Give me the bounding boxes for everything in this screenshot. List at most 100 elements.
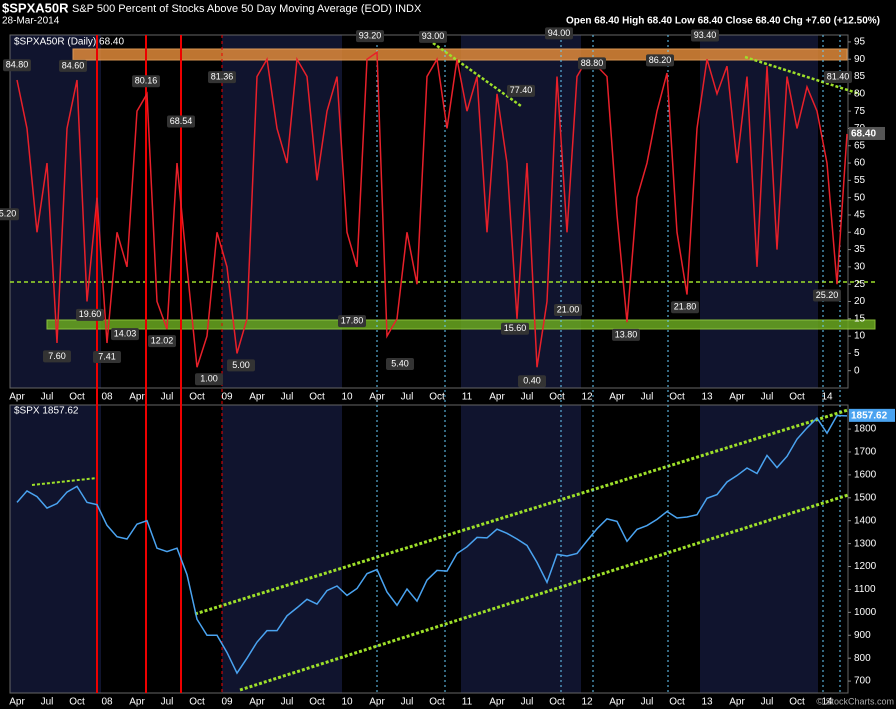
last-value-box xyxy=(849,408,895,422)
x-tick-label: Jul xyxy=(521,697,534,708)
x-tick-label: Jul xyxy=(641,392,654,403)
y-tick-label: 1500 xyxy=(854,492,877,503)
y-tick-label: 900 xyxy=(854,630,871,641)
x-tick-label: Apr xyxy=(9,697,25,708)
annotation-bg xyxy=(208,71,236,84)
x-tick-label: 13 xyxy=(701,697,713,708)
y-tick-label: 90 xyxy=(854,54,866,65)
trend-line xyxy=(432,41,522,108)
annotation: 7.41 xyxy=(98,351,116,361)
x-tick-label: Jul xyxy=(401,697,414,708)
annotation: 21.00 xyxy=(557,304,580,314)
annotation-bg xyxy=(356,30,384,43)
annotation: 25.20 xyxy=(816,290,839,300)
x-tick-label: Oct xyxy=(429,697,445,708)
annotation-bg xyxy=(507,84,535,97)
annotation: 81.36 xyxy=(211,72,234,82)
annotation-bg xyxy=(501,322,529,335)
x-tick-label: 11 xyxy=(462,697,473,708)
y-tick-label: 35 xyxy=(854,244,866,255)
x-tick-label: 10 xyxy=(341,392,353,403)
annotation: 80.16 xyxy=(135,76,158,86)
annotation-bg xyxy=(646,54,674,67)
annotation: 94.00 xyxy=(548,28,571,38)
x-tick-label: 12 xyxy=(581,392,593,403)
x-tick-label: Oct xyxy=(549,697,565,708)
x-tick-label: 14 xyxy=(821,392,833,403)
annotation: 84.80 xyxy=(6,60,29,70)
annotation: 5.00 xyxy=(232,360,250,370)
x-tick-label: 10 xyxy=(341,697,353,708)
x-tick-label: Jul xyxy=(401,392,414,403)
x-tick-label: 08 xyxy=(101,697,113,708)
annotation: 19.60 xyxy=(79,309,102,319)
x-tick-label: Oct xyxy=(69,697,85,708)
last-value-label: 1857.62 xyxy=(851,410,888,421)
last-value-box xyxy=(849,126,885,140)
x-tick-label: Apr xyxy=(489,392,505,403)
x-tick-label: Oct xyxy=(429,392,445,403)
annotation: 14.03 xyxy=(114,329,137,339)
annotation: 0.40 xyxy=(523,376,541,386)
y-tick-label: 25 xyxy=(854,279,866,290)
annotation: 45.20 xyxy=(0,209,16,219)
x-tick-label: Apr xyxy=(369,392,385,403)
y-tick-label: 1300 xyxy=(854,538,877,549)
x-tick-label: Jul xyxy=(641,697,654,708)
annotation: 93.40 xyxy=(694,30,717,40)
annotation: 93.00 xyxy=(422,31,445,41)
annotation: 12.02 xyxy=(151,335,174,345)
x-tick-label: 12 xyxy=(581,697,593,708)
quote: Open 68.40 High 68.40 Low 68.40 Close 68… xyxy=(566,16,880,27)
y-tick-label: 1400 xyxy=(854,515,877,526)
x-tick-label: Jul xyxy=(161,697,174,708)
y-tick-label: 1600 xyxy=(854,470,877,481)
y-tick-label: 1000 xyxy=(854,607,877,618)
x-tick-label: Apr xyxy=(729,392,745,403)
x-tick-label: Jul xyxy=(161,392,174,403)
x-tick-label: 09 xyxy=(221,697,233,708)
annotation: 81.40 xyxy=(827,71,850,81)
annotation: 93.20 xyxy=(359,31,382,41)
annotation-bg xyxy=(132,75,160,88)
x-tick-label: Oct xyxy=(669,697,685,708)
annotation: 17.80 xyxy=(341,315,364,325)
annotation-bg xyxy=(554,304,582,317)
shade xyxy=(700,35,818,388)
annotation-bg xyxy=(0,208,19,221)
annotation: 21.80 xyxy=(674,302,697,312)
annotation-bg xyxy=(43,350,71,363)
annotation-bg xyxy=(167,115,195,128)
x-tick-label: Jul xyxy=(761,697,774,708)
x-tick-label: Jul xyxy=(761,392,774,403)
annotation: 86.20 xyxy=(649,55,672,65)
y-tick-label: 1100 xyxy=(854,584,876,595)
support-band xyxy=(46,319,876,330)
annotation-bg xyxy=(419,30,447,43)
y-tick-label: 1200 xyxy=(854,561,877,572)
shade xyxy=(10,405,101,693)
annotation-bg xyxy=(386,358,414,371)
annotation-bg xyxy=(227,359,255,372)
y-tick-label: 700 xyxy=(854,676,871,687)
series-line xyxy=(16,414,848,675)
annotation-bg xyxy=(578,57,606,70)
x-tick-label: Oct xyxy=(789,697,805,708)
annotation-bg xyxy=(824,70,852,83)
shade xyxy=(10,35,101,388)
y-tick-label: 0 xyxy=(854,365,860,376)
legend: $SPXA50R (Daily) 68.40 xyxy=(14,37,124,48)
annotation: 13.80 xyxy=(615,329,638,339)
y-tick-label: 55 xyxy=(854,175,866,186)
x-tick-label: Oct xyxy=(669,392,685,403)
x-tick-label: Apr xyxy=(609,392,625,403)
x-tick-label: Jul xyxy=(41,697,54,708)
annotation-bg xyxy=(338,315,366,328)
last-value-label: 68.40 xyxy=(851,129,876,140)
channel-line xyxy=(194,408,849,616)
annotation: 15.60 xyxy=(504,323,527,333)
annotation-bg xyxy=(3,59,31,72)
x-tick-label: 14 xyxy=(821,697,833,708)
y-tick-label: 45 xyxy=(854,210,866,221)
x-tick-label: Apr xyxy=(609,697,625,708)
